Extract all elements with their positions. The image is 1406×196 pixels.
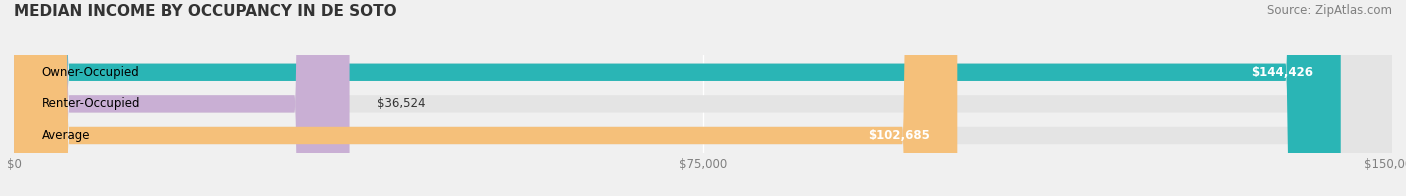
FancyBboxPatch shape bbox=[14, 0, 1392, 196]
FancyBboxPatch shape bbox=[14, 0, 957, 196]
Text: MEDIAN INCOME BY OCCUPANCY IN DE SOTO: MEDIAN INCOME BY OCCUPANCY IN DE SOTO bbox=[14, 4, 396, 19]
Text: $144,426: $144,426 bbox=[1251, 66, 1313, 79]
Text: $102,685: $102,685 bbox=[868, 129, 929, 142]
FancyBboxPatch shape bbox=[14, 0, 350, 196]
FancyBboxPatch shape bbox=[14, 0, 1392, 196]
FancyBboxPatch shape bbox=[14, 0, 1392, 196]
FancyBboxPatch shape bbox=[14, 0, 1341, 196]
Text: Owner-Occupied: Owner-Occupied bbox=[42, 66, 139, 79]
Text: $36,524: $36,524 bbox=[377, 97, 426, 110]
Text: Renter-Occupied: Renter-Occupied bbox=[42, 97, 141, 110]
Text: Average: Average bbox=[42, 129, 90, 142]
Text: Source: ZipAtlas.com: Source: ZipAtlas.com bbox=[1267, 4, 1392, 17]
